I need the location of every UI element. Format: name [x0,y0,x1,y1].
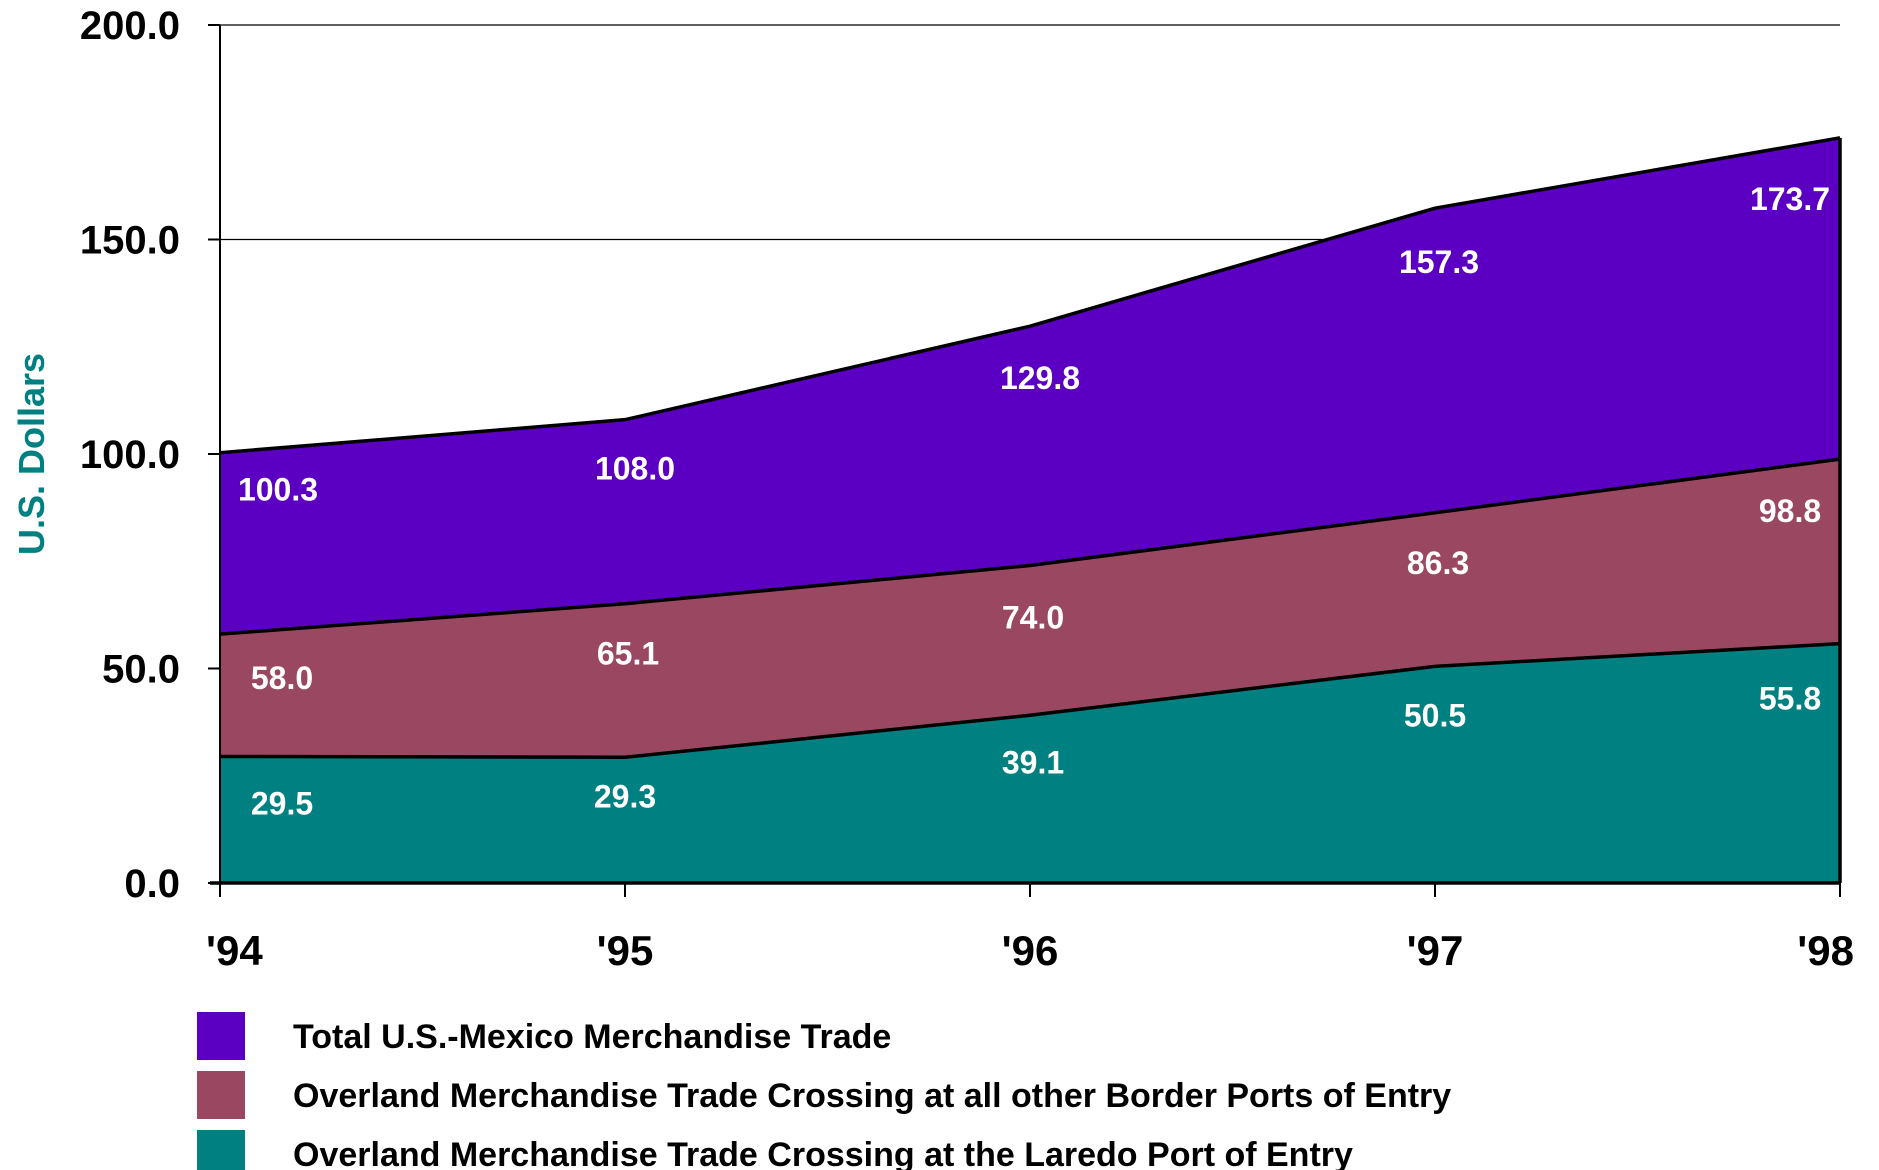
data-label: 98.8 [1759,493,1821,529]
series-line-2 [219,457,1841,636]
x-tick-label: '94 [206,927,263,974]
data-label: 50.5 [1404,697,1466,733]
data-label: 29.3 [594,778,656,814]
y-tick-label: 100.0 [80,433,180,477]
series-line-1 [219,136,1841,455]
legend-swatch [197,1012,245,1060]
data-label: 39.1 [1002,744,1064,780]
data-label: 157.3 [1399,244,1479,280]
area-3 [220,643,1840,883]
x-tick-label: '95 [597,927,654,974]
series-line-3 [219,641,1841,760]
legend-swatch [197,1130,245,1170]
legend: Total U.S.-Mexico Merchandise Trade Overl… [197,1012,1451,1170]
data-label: 173.7 [1750,181,1830,217]
y-axis-label: U.S. Dollars [11,353,52,555]
data-labels: 100.3 108.0 129.8 157.3 173.7 58.0 65.1 74.0 86.… [238,181,1830,822]
x-tick-label: '96 [1002,927,1059,974]
area-series [219,136,1841,883]
legend-swatch [197,1071,245,1119]
data-label: 108.0 [595,451,675,487]
x-tick-label: '98 [1797,927,1854,974]
data-label: 74.0 [1002,600,1064,636]
y-tick-label: 150.0 [80,219,180,263]
legend-label: Total U.S.-Mexico Merchandise Trade [293,1018,891,1056]
y-tick-label: 0.0 [124,862,180,906]
data-label: 86.3 [1407,545,1469,581]
y-tick-label: 50.0 [102,648,180,692]
data-label: 129.8 [1000,360,1080,396]
data-label: 100.3 [238,472,318,508]
x-axis-ticks: '94 '95 '96 '97 '98 [206,883,1854,974]
y-axis-ticks: 0.0 50.0 100.0 150.0 200.0 [80,4,220,906]
legend-label: Overland Merchandise Trade Crossing at t… [293,1136,1353,1170]
data-label: 29.5 [251,785,313,821]
data-label: 65.1 [597,636,659,672]
data-label: 58.0 [251,660,313,696]
data-label: 55.8 [1759,681,1821,717]
legend-label: Overland Merchandise Trade Crossing at a… [293,1077,1451,1115]
x-tick-label: '97 [1407,927,1464,974]
y-tick-label: 200.0 [80,4,180,48]
